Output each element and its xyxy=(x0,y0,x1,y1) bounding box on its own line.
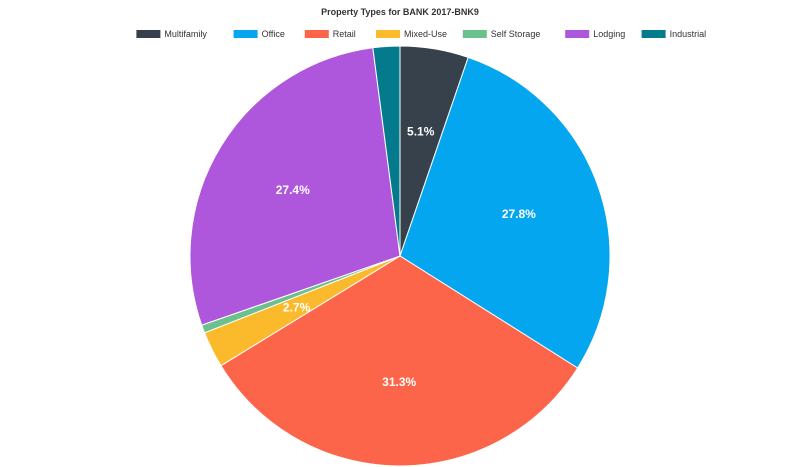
data-label-lodging: 27.4% xyxy=(276,183,310,197)
legend: Multifamily Office Retail Mixed-Use Self Sto… xyxy=(136,29,706,39)
chart-title: Property Types for BANK 2017-BNK9 xyxy=(321,7,479,17)
data-label-office: 27.8% xyxy=(502,207,536,221)
legend-label-mixed-use: Mixed-Use xyxy=(404,29,447,39)
legend-label-lodging: Lodging xyxy=(593,29,625,39)
legend-swatch-mixed-use xyxy=(376,30,400,38)
legend-item-retail[interactable]: Retail xyxy=(304,29,356,39)
legend-item-mixed-use[interactable]: Mixed-Use xyxy=(376,29,447,39)
legend-label-self-storage: Self Storage xyxy=(491,29,541,39)
legend-label-office: Office xyxy=(262,29,285,39)
slice-office[interactable] xyxy=(399,56,611,369)
legend-item-office[interactable]: Office xyxy=(233,29,285,39)
legend-label-retail: Retail xyxy=(333,29,356,39)
data-label-retail: 31.3% xyxy=(382,375,416,389)
slice-lodging[interactable] xyxy=(189,47,401,326)
pie-slices xyxy=(189,45,611,467)
legend-item-industrial[interactable]: Industrial xyxy=(641,29,707,39)
legend-item-self-storage[interactable]: Self Storage xyxy=(462,29,541,39)
legend-item-lodging[interactable]: Lodging xyxy=(565,29,625,39)
legend-swatch-retail xyxy=(304,30,329,38)
slice-industrial[interactable] xyxy=(372,45,401,257)
legend-swatch-multifamily xyxy=(136,30,161,38)
slice-retail[interactable] xyxy=(220,255,579,467)
legend-swatch-self-storage xyxy=(462,30,487,38)
legend-label-industrial: Industrial xyxy=(670,29,707,39)
legend-label-multifamily: Multifamily xyxy=(164,29,207,39)
slice-labels: 5.1% 27.8% 31.3% 2.7% 27.4% xyxy=(276,125,536,389)
data-label-mixed-use: 2.7% xyxy=(283,300,311,314)
data-label-multifamily: 5.1% xyxy=(407,125,435,139)
legend-swatch-office xyxy=(233,30,258,38)
legend-item-multifamily[interactable]: Multifamily xyxy=(136,29,207,39)
legend-swatch-lodging xyxy=(565,30,590,38)
legend-swatch-industrial xyxy=(641,30,666,38)
